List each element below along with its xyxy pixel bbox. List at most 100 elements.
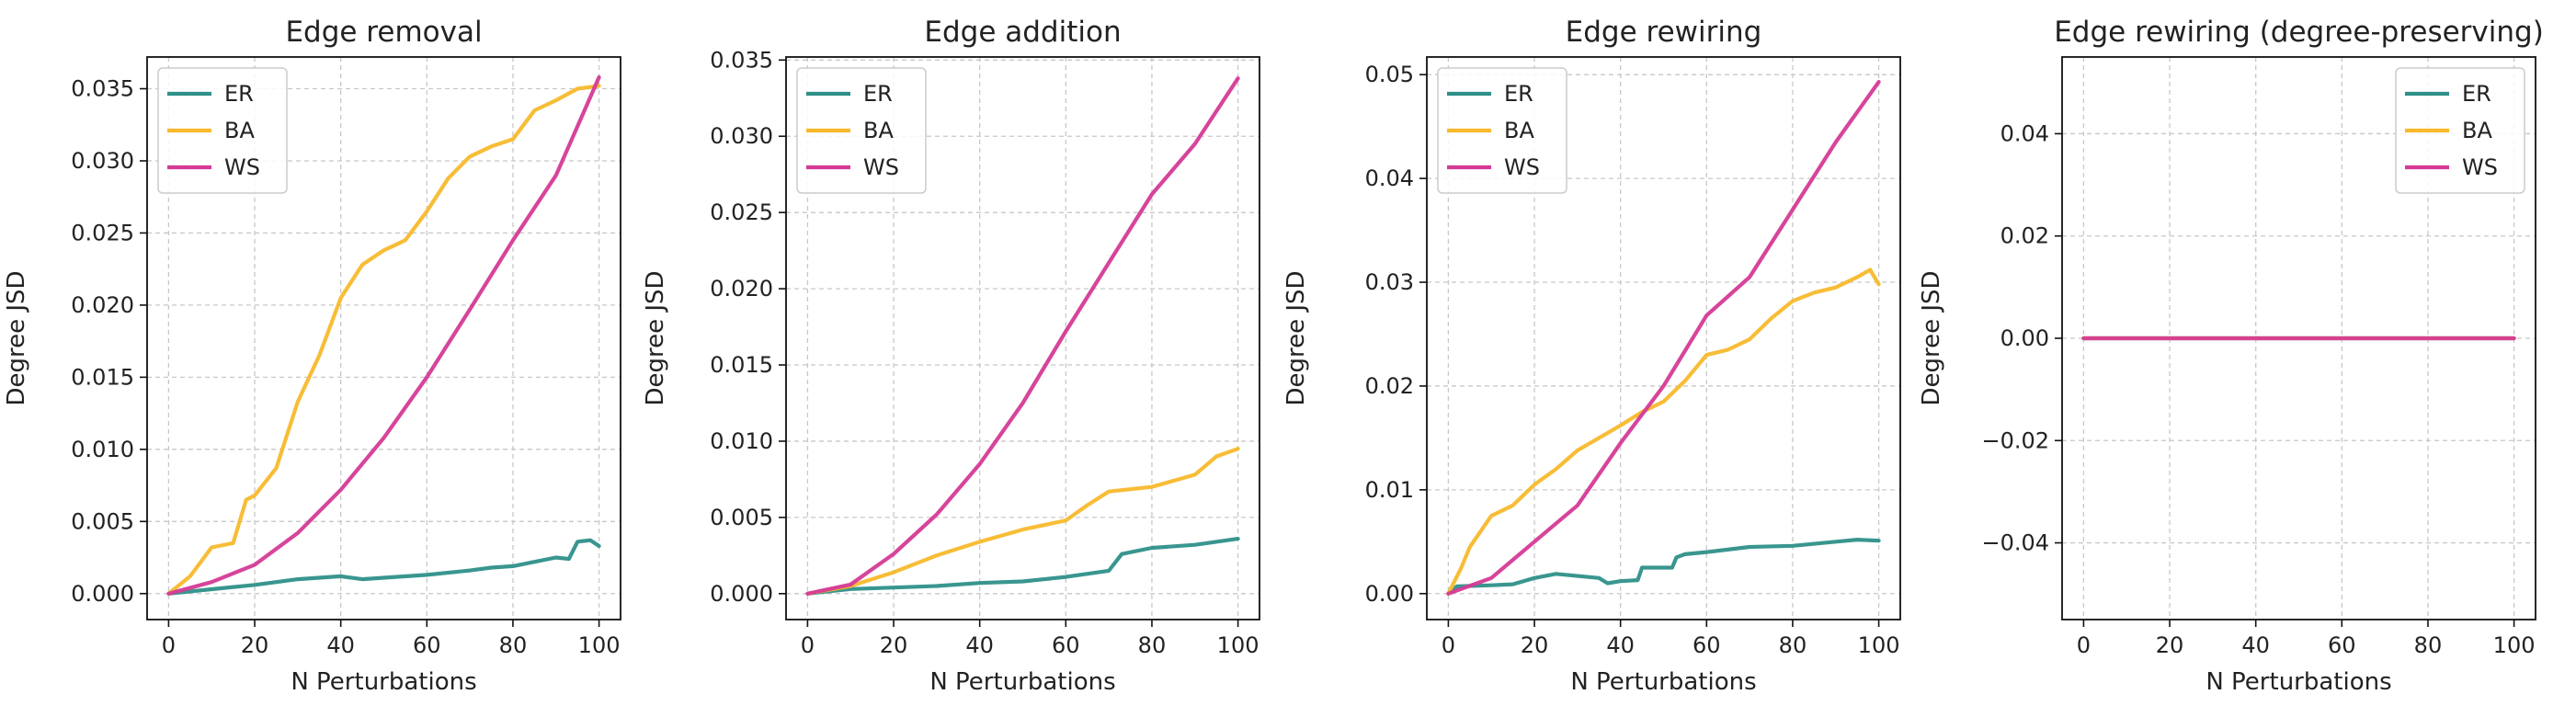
x-tick-label: 60 [1693,632,1721,658]
chart-panel-4: 0 20 40 60 80 100 −0.04 −0.02 0.00 0.02 0.04 Edge r… [1918,16,2544,696]
y-tick-label: 0.035 [710,47,773,73]
y-tick-label: −0.04 [1981,530,2049,556]
chart-panel-3: 0 20 40 60 80 100 0.00 0.01 0.02 0.03 0.04 0.05 Edge… [1282,16,1901,696]
legend-label-er: ER [1504,81,1533,107]
chart-title: Edge removal [285,16,482,49]
y-tick-label: 0.00 [2000,325,2049,351]
x-tick-label: 40 [326,632,355,658]
y-tick-label: 0.010 [710,428,773,454]
legend-label-ws: WS [2462,154,2498,180]
legend-label-ws: WS [863,154,899,180]
series-line-ws [166,74,601,596]
series-line-er [166,538,601,596]
y-tick-label: 0.035 [71,76,134,102]
legend-label-ba: BA [224,118,255,143]
x-tick-label: 100 [1217,632,1260,658]
y-tick-label: −0.02 [1981,427,2049,453]
x-tick-label: 20 [2156,632,2184,658]
y-tick-label: 0.025 [710,199,773,225]
legend-label-ba: BA [1504,118,1534,143]
x-axis-label: N Perturbations [1570,668,1756,696]
x-tick-label: 20 [1521,632,1549,658]
legend-label-ws: WS [1504,154,1540,180]
legend-label-er: ER [224,81,254,107]
x-tick-label: 0 [801,632,815,658]
x-tick-label: 80 [2414,632,2443,658]
y-tick-label: 0.000 [71,581,134,607]
y-tick-label: 0.005 [710,505,773,530]
x-tick-label: 100 [2493,632,2536,658]
y-tick-label: 0.015 [710,352,773,378]
y-tick-label: 0.04 [2000,120,2049,146]
legend-box [1437,67,1567,194]
legend-label-ba: BA [863,118,894,143]
y-axis-label: Degree JSD [1282,270,1310,405]
axes-frame [1426,56,1901,620]
legend-label-er: ER [863,81,893,107]
chart-title: Edge rewiring [1566,16,1762,49]
legend-box [796,67,927,194]
legend: ER BA WS [796,67,927,194]
series-line-ws [805,76,1240,596]
x-tick-label: 20 [880,632,908,658]
legend: ER BA WS [1437,67,1567,194]
x-tick-label: 60 [1052,632,1080,658]
y-tick-label: 0.015 [71,364,134,390]
y-tick-label: 0.04 [1365,165,1414,191]
legend-box [157,67,288,194]
series-line-er [1446,537,1881,596]
y-tick-label: 0.020 [710,276,773,302]
x-tick-label: 60 [2328,632,2356,658]
y-tick-label: 0.02 [2000,223,2049,249]
x-tick-label: 80 [1138,632,1167,658]
x-tick-label: 100 [1858,632,1900,658]
legend-label-ba: BA [2462,118,2492,143]
x-tick-label: 80 [1779,632,1807,658]
x-tick-label: 0 [2077,632,2091,658]
legend-label-er: ER [2462,81,2491,107]
y-tick-label: 0.010 [71,437,134,462]
legend: ER BA WS [2395,67,2525,194]
series-line-ba [1446,267,1881,596]
y-tick-label: 0.030 [710,123,773,149]
x-tick-label: 20 [241,632,269,658]
series-line-ba [166,84,601,596]
chart-title: Edge rewiring (degree-preserving) [2054,16,2544,49]
chart-panel-2: 0 20 40 60 80 100 0.000 0.005 0.010 0.015 0.020 0.0… [642,16,1260,696]
y-tick-label: 0.005 [71,508,134,534]
y-tick-label: 0.025 [71,220,134,245]
x-tick-label: 40 [1606,632,1635,658]
x-axis-label: N Perturbations [2206,668,2391,696]
y-tick-label: 0.00 [1365,581,1414,607]
x-tick-label: 0 [1442,632,1455,658]
x-axis-label: N Perturbations [929,668,1115,696]
y-axis-label: Degree JSD [3,270,30,405]
y-tick-label: 0.000 [710,581,773,607]
y-tick-label: 0.030 [71,148,134,174]
axes-frame [785,56,1260,620]
y-tick-label: 0.01 [1365,477,1414,503]
y-tick-label: 0.05 [1365,62,1414,87]
y-tick-label: 0.02 [1365,373,1414,399]
x-tick-label: 60 [413,632,441,658]
chart-panel-1: 0 20 40 60 80 100 0.000 0.005 0.010 0.015 0.020 0.0… [3,16,621,696]
chart-title: Edge addition [924,16,1121,49]
axes-frame [146,56,621,620]
x-axis-label: N Perturbations [291,668,476,696]
legend-box [2395,67,2525,194]
x-tick-label: 100 [578,632,621,658]
series-line-er [805,536,1240,596]
y-tick-label: 0.03 [1365,269,1414,295]
y-axis-label: Degree JSD [1918,270,1945,405]
series-line-ba [805,447,1240,596]
x-tick-label: 0 [162,632,176,658]
x-tick-label: 40 [965,632,994,658]
series-line-ws [1446,79,1881,596]
y-axis-label: Degree JSD [642,270,669,405]
legend-label-ws: WS [224,154,260,180]
legend: ER BA WS [157,67,288,194]
y-tick-label: 0.020 [71,292,134,318]
x-tick-label: 80 [499,632,528,658]
x-tick-label: 40 [2241,632,2270,658]
